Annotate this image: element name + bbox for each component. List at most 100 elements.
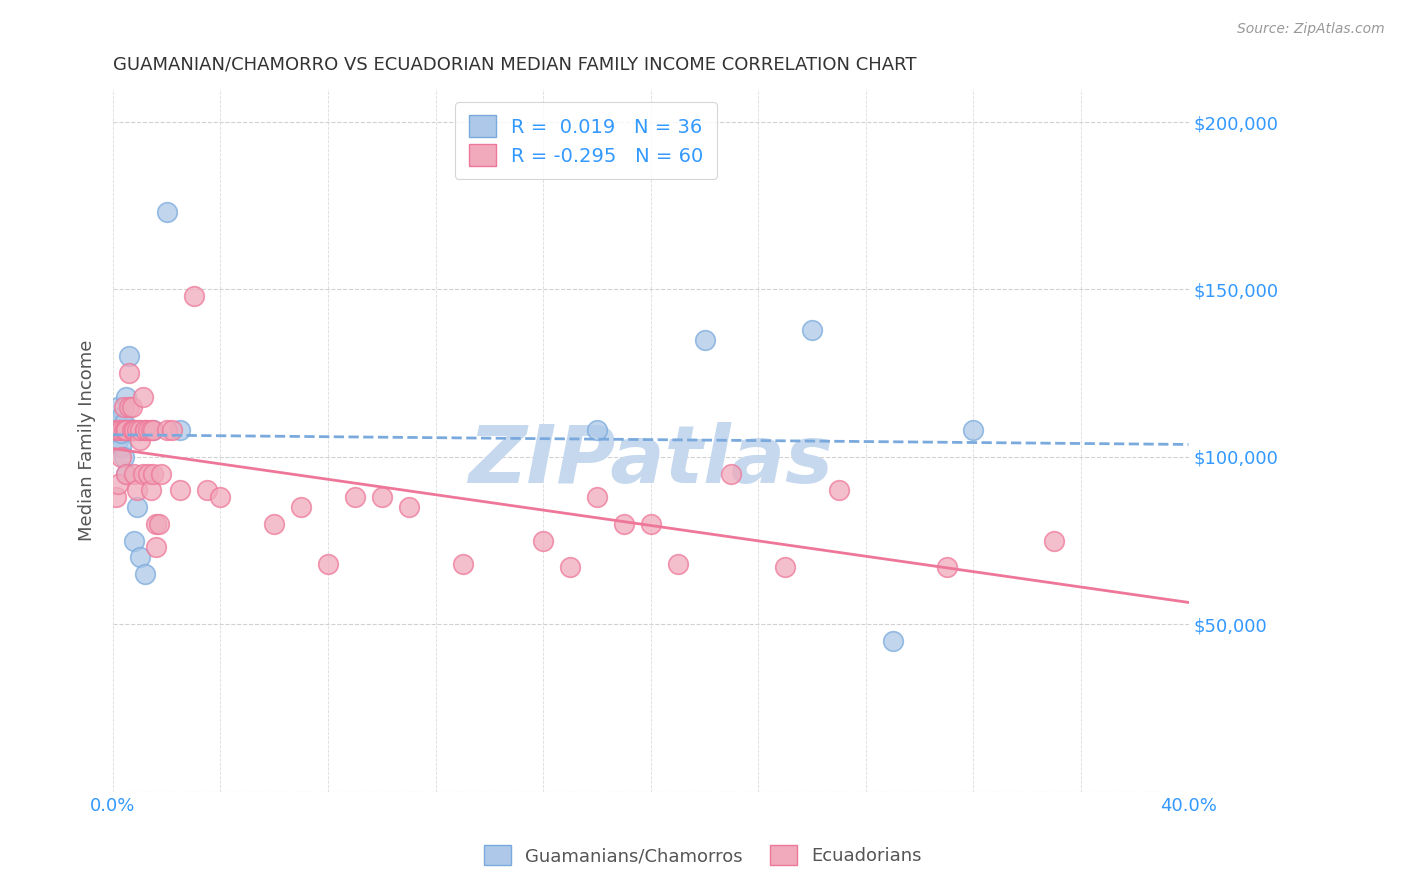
Point (150, 467, 173, 481)
Point (640, 516, 662, 531)
Point (121, 423, 143, 437)
Point (134, 423, 156, 437)
Point (169, 483, 191, 498)
Point (935, 560, 957, 574)
Point (136, 423, 159, 437)
Point (134, 567, 156, 582)
Point (160, 423, 183, 437)
Point (127, 500, 149, 515)
Point (145, 516, 167, 531)
Point (128, 423, 150, 437)
Point (828, 483, 851, 498)
Point (121, 423, 143, 437)
Point (115, 467, 138, 481)
Point (124, 533, 146, 548)
Point (145, 541, 167, 555)
Point (121, 423, 143, 437)
Point (773, 560, 796, 574)
Point (131, 467, 153, 481)
Point (139, 483, 162, 498)
Point (110, 423, 132, 437)
Point (112, 417, 135, 431)
Point (398, 500, 420, 515)
Text: GUAMANIAN/CHAMORRO VS ECUADORIAN MEDIAN FAMILY INCOME CORRELATION CHART: GUAMANIAN/CHAMORRO VS ECUADORIAN MEDIAN … (112, 55, 917, 73)
Point (693, 333, 716, 347)
Point (124, 423, 146, 437)
Point (115, 423, 138, 437)
Point (371, 490, 394, 504)
Point (112, 423, 135, 437)
Point (115, 467, 138, 481)
Point (290, 500, 312, 515)
Point (121, 400, 143, 414)
Point (136, 467, 159, 481)
Point (127, 423, 149, 437)
Point (169, 423, 191, 437)
Point (139, 423, 162, 437)
Point (124, 423, 146, 437)
Point (558, 560, 581, 574)
Point (142, 423, 165, 437)
Point (1043, 533, 1066, 548)
Point (107, 476, 129, 491)
Point (124, 467, 146, 481)
Point (104, 423, 127, 437)
Point (115, 390, 138, 404)
Point (720, 467, 742, 481)
Point (801, 323, 824, 337)
Point (316, 557, 339, 571)
Point (104, 490, 127, 504)
Point (962, 423, 984, 437)
Point (112, 423, 135, 437)
Point (110, 440, 132, 454)
Point (128, 433, 150, 447)
Point (118, 366, 141, 380)
Point (451, 557, 474, 571)
Point (209, 490, 232, 504)
Point (115, 423, 138, 437)
Point (127, 483, 149, 498)
Point (118, 423, 141, 437)
Legend: R =  0.019   N = 36, R = -0.295   N = 60: R = 0.019 N = 36, R = -0.295 N = 60 (456, 102, 717, 179)
Point (586, 423, 609, 437)
Point (142, 467, 165, 481)
Point (121, 423, 143, 437)
Point (128, 550, 150, 565)
Point (112, 423, 135, 437)
Point (110, 409, 132, 424)
Point (142, 423, 165, 437)
Text: Source: ZipAtlas.com: Source: ZipAtlas.com (1237, 22, 1385, 37)
Point (107, 400, 129, 414)
Point (666, 557, 689, 571)
Point (107, 423, 129, 437)
Point (118, 400, 141, 414)
Point (195, 483, 218, 498)
Point (112, 450, 135, 464)
Point (134, 423, 156, 437)
Point (131, 390, 153, 404)
Point (104, 423, 127, 437)
Point (104, 417, 127, 431)
Point (110, 423, 132, 437)
Point (156, 205, 179, 219)
Point (118, 350, 141, 364)
Point (110, 426, 132, 441)
Point (156, 423, 179, 437)
Point (112, 400, 135, 414)
Point (124, 423, 146, 437)
Point (107, 423, 129, 437)
Point (148, 516, 170, 531)
Point (343, 490, 366, 504)
Point (586, 490, 609, 504)
Point (613, 516, 636, 531)
Point (118, 423, 141, 437)
Legend: Guamanians/Chamorros, Ecuadorians: Guamanians/Chamorros, Ecuadorians (475, 836, 931, 874)
Point (110, 450, 132, 464)
Y-axis label: Median Family Income: Median Family Income (79, 340, 96, 541)
Point (263, 516, 285, 531)
Point (531, 533, 554, 548)
Point (128, 423, 150, 437)
Point (183, 289, 205, 303)
Point (882, 634, 904, 648)
Point (115, 423, 138, 437)
